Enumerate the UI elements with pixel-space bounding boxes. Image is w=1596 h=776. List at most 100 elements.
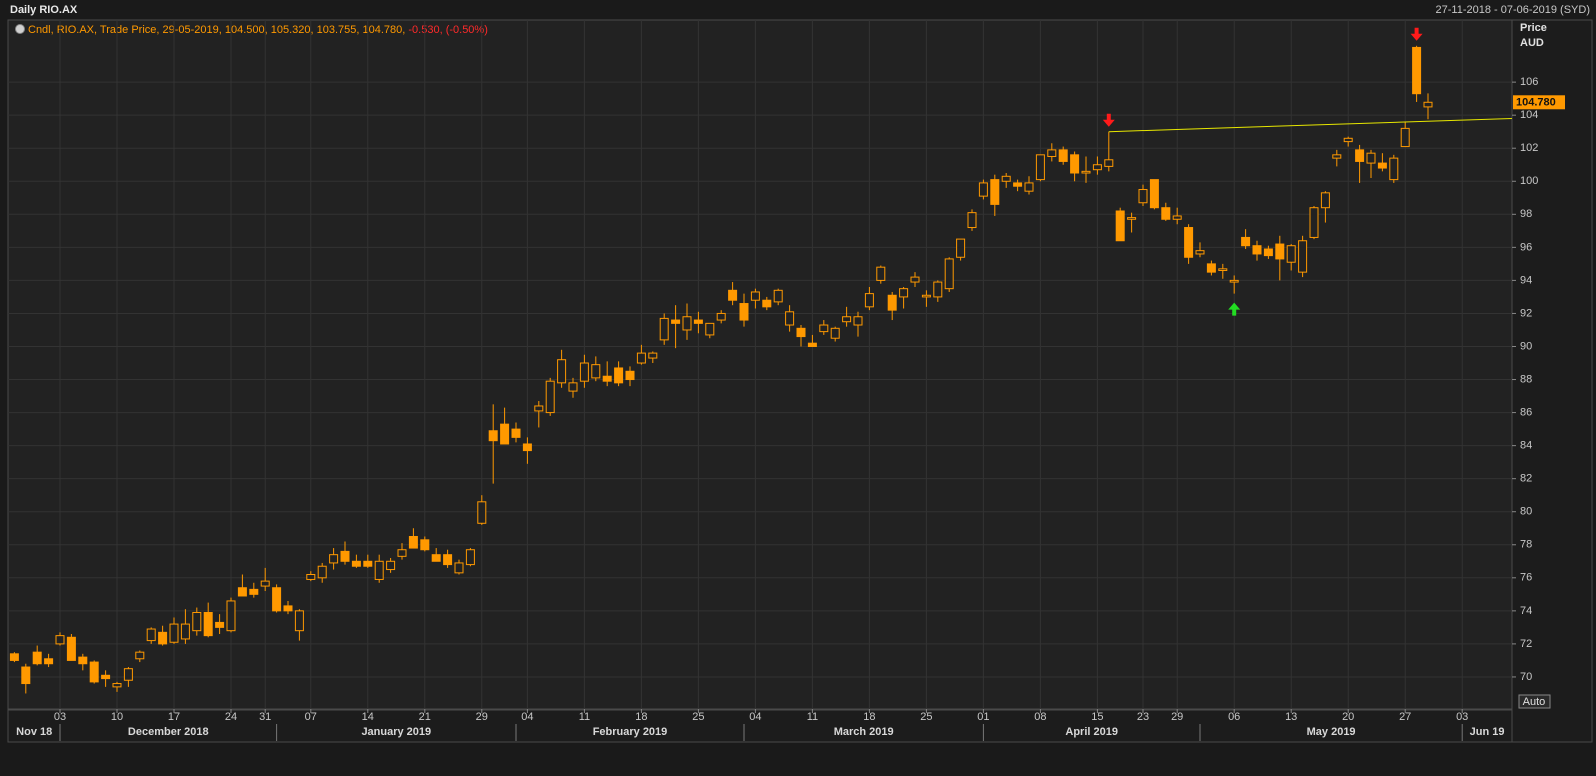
candle-body [1172, 215, 1182, 220]
x-tick-label: 29 [1171, 711, 1183, 723]
candle-body [568, 382, 578, 392]
candle-body [625, 370, 635, 381]
candle-body [819, 324, 829, 333]
candle-body [1206, 263, 1216, 273]
candle-body [1377, 162, 1387, 169]
x-tick-label: 24 [225, 711, 237, 723]
candle-body [705, 322, 715, 336]
y-tick-label: 74 [1520, 605, 1532, 617]
candle-body [374, 560, 384, 580]
candle-body [1355, 149, 1365, 162]
candle-body [1400, 127, 1410, 148]
trendline [1108, 117, 1513, 133]
candle-body [351, 560, 361, 567]
x-tick-label: 04 [521, 711, 533, 723]
x-tick-label: 31 [259, 711, 271, 723]
x-tick-label: 21 [419, 711, 431, 723]
candle-body [89, 661, 99, 683]
candle-body [1047, 149, 1057, 157]
candle-body [180, 623, 190, 640]
candle-body [44, 658, 54, 665]
candle-body [1001, 175, 1011, 182]
candle-body [465, 549, 475, 566]
auto-button[interactable] [1518, 694, 1551, 709]
candle-body [671, 319, 681, 324]
candle-body [32, 651, 42, 665]
y-axis-label: Price [1520, 22, 1547, 34]
candle-body [796, 327, 806, 338]
candle-body [1320, 192, 1330, 209]
candle-body [910, 276, 920, 283]
chart-title: Daily RIO.AX [10, 4, 78, 16]
candle-body [1412, 46, 1422, 95]
candle-body [1343, 137, 1353, 143]
x-tick-label: 11 [807, 711, 818, 723]
candle-body [55, 635, 65, 645]
candle-body [534, 405, 544, 412]
x-tick-label: 07 [305, 711, 317, 723]
month-label: February 2019 [593, 726, 668, 738]
candle-body [636, 352, 646, 364]
y-tick-label: 94 [1520, 274, 1532, 286]
candle-body [101, 674, 111, 680]
x-axis-bar [7, 709, 1513, 743]
candle-body [272, 587, 282, 612]
candle-body [591, 364, 601, 379]
candle-body [956, 238, 966, 258]
candle-body [1252, 245, 1262, 255]
candle-body [169, 623, 179, 643]
candle-body [1275, 243, 1285, 260]
y-tick-label: 92 [1520, 307, 1532, 319]
candle-body [1058, 149, 1068, 162]
candle-body [899, 288, 909, 298]
y-tick-label: 78 [1520, 539, 1532, 551]
candle-body [488, 430, 498, 442]
y-tick-label: 96 [1520, 241, 1532, 253]
month-label: May 2019 [1307, 726, 1356, 738]
candle-body [933, 281, 943, 298]
candle-body [842, 316, 852, 323]
candle-body [1366, 152, 1376, 164]
y-tick-label: 70 [1520, 671, 1532, 683]
candle-body [146, 628, 156, 642]
candle-body [1389, 157, 1399, 181]
candle-body [329, 554, 339, 564]
y-tick-label: 102 [1520, 142, 1538, 154]
legend-change: -0.530, (-0.50%) [408, 24, 487, 36]
candle-body [226, 600, 236, 632]
y-tick-label: 98 [1520, 208, 1532, 220]
y-tick-label: 86 [1520, 406, 1532, 418]
candle-body [1309, 207, 1319, 238]
month-label: April 2019 [1065, 726, 1118, 738]
auto-button-label[interactable]: Auto [1523, 696, 1546, 708]
x-tick-label: 17 [168, 711, 180, 723]
candle-body [739, 303, 749, 321]
candle-body [123, 668, 133, 681]
candle-body [1092, 164, 1102, 171]
x-tick-label: 20 [1342, 711, 1354, 723]
candle-body [579, 362, 589, 382]
x-tick-label: 04 [749, 711, 761, 723]
candle-body [944, 258, 954, 290]
y-tick-label: 84 [1520, 440, 1532, 452]
candle-body [1138, 189, 1148, 204]
date-range: 27-11-2018 - 07-06-2019 (SYD) [1436, 4, 1591, 16]
month-label: Jun 19 [1470, 726, 1505, 738]
candle-body [317, 565, 327, 579]
x-tick-label: 18 [863, 711, 875, 723]
x-tick-label: 13 [1285, 711, 1297, 723]
marks [9, 27, 1513, 694]
signal-arrow [1410, 27, 1423, 41]
candle-body [443, 554, 453, 566]
candle-body [215, 621, 225, 628]
candle-body [21, 666, 31, 685]
candle-body [158, 631, 168, 645]
x-tick-label: 10 [111, 711, 123, 723]
candle-body [750, 291, 760, 301]
candle-body [477, 501, 487, 524]
candle-body [1081, 170, 1091, 174]
month-label: December 2018 [128, 726, 209, 738]
last-price-tag [1513, 95, 1565, 110]
candle-body [716, 312, 726, 321]
